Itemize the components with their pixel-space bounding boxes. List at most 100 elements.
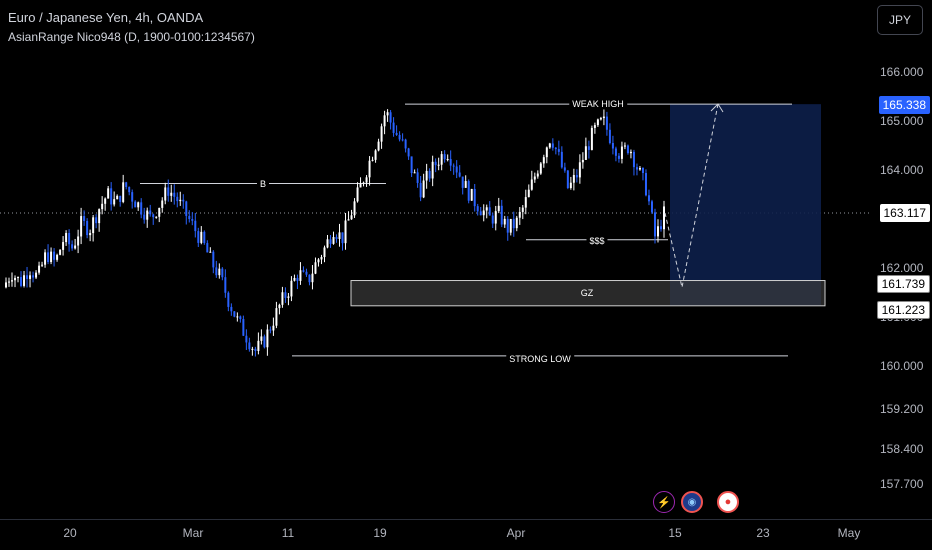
candle-up	[50, 251, 53, 263]
candle-up	[146, 210, 149, 220]
candle-down	[167, 187, 170, 196]
candle-up	[509, 218, 512, 233]
candle-up	[164, 187, 167, 201]
candle-up	[59, 249, 62, 255]
candle-up	[89, 233, 92, 236]
candle-down	[254, 348, 257, 351]
candle-down	[455, 166, 458, 173]
x-tick-label: May	[837, 526, 861, 540]
record-icon[interactable]: ●	[717, 491, 739, 513]
candle-up	[515, 217, 518, 229]
candle-up	[527, 189, 530, 198]
candle-down	[395, 132, 398, 135]
candle-up	[524, 197, 527, 208]
candle-up	[287, 296, 290, 298]
candle-up	[413, 172, 416, 174]
candle-down	[557, 149, 560, 152]
candle-up	[104, 198, 107, 204]
candle-down	[239, 316, 242, 320]
candle-up	[663, 206, 665, 230]
candle-down	[419, 182, 422, 198]
candle-up	[344, 220, 347, 244]
candle-up	[545, 147, 548, 158]
currency-button[interactable]: JPY	[877, 5, 923, 35]
indicator-legend[interactable]: AsianRange Nico948 (D, 1900-0100:1234567…	[8, 30, 255, 44]
candle-up	[533, 176, 536, 180]
candle-up	[503, 218, 506, 225]
candle-up	[116, 195, 119, 200]
candle-down	[188, 215, 191, 220]
candle-up	[209, 251, 212, 253]
candle-up	[470, 188, 473, 201]
candle-down	[407, 148, 410, 157]
candle-up	[539, 163, 542, 174]
candle-up	[98, 209, 101, 224]
y-tick-label: 165.000	[880, 113, 924, 128]
candle-up	[29, 275, 32, 279]
candle-up	[113, 199, 116, 205]
price-tag-current: 163.117	[879, 204, 930, 222]
candle-up	[497, 205, 500, 212]
candle-down	[341, 232, 344, 244]
candle-up	[158, 207, 161, 217]
candle-down	[476, 206, 479, 212]
y-tick-label: 158.400	[880, 442, 924, 456]
candle-down	[410, 156, 413, 173]
candle-down	[401, 139, 404, 141]
candle-down	[185, 201, 188, 216]
candle-down	[128, 186, 131, 193]
lightning-icon[interactable]: ⚡	[653, 491, 675, 513]
candle-up	[623, 145, 626, 147]
candle-down	[644, 173, 647, 196]
globe-icon[interactable]: ◉	[681, 491, 703, 513]
candle-up	[446, 159, 449, 161]
candle-up	[218, 268, 221, 276]
candle-up	[161, 200, 164, 208]
candle-up	[314, 262, 317, 274]
candle-up	[425, 170, 428, 181]
candle-up	[359, 183, 362, 188]
candle-down	[614, 148, 617, 156]
x-tick-label: Mar	[182, 526, 204, 540]
candle-down	[587, 146, 590, 150]
candle-down	[245, 335, 248, 343]
candle-up	[578, 162, 581, 178]
candle-down	[473, 188, 476, 207]
candle-down	[242, 319, 245, 336]
candle-up	[365, 177, 368, 183]
candle-down	[143, 214, 146, 220]
candle-down	[551, 143, 554, 148]
candle-up	[638, 167, 641, 170]
candle-down	[206, 243, 209, 253]
candle-up	[170, 192, 173, 196]
candle-up	[629, 151, 632, 154]
candle-down	[398, 134, 401, 140]
candle-up	[542, 157, 545, 164]
candle-up	[353, 201, 356, 216]
candle-up	[350, 215, 353, 220]
candle-layer	[5, 109, 665, 357]
candle-up	[11, 280, 14, 282]
candle-down	[443, 154, 446, 160]
candle-up	[356, 187, 359, 202]
chart-title: Euro / Japanese Yen, 4h, OANDA	[8, 10, 204, 25]
candle-up	[380, 126, 383, 142]
candle-down	[617, 155, 620, 159]
candle-up	[5, 282, 8, 288]
candle-down	[335, 237, 338, 239]
candle-down	[611, 142, 614, 149]
candle-down	[284, 292, 287, 298]
candle-down	[134, 201, 137, 208]
y-tick-label: 164.000	[880, 162, 924, 177]
candle-up	[431, 161, 434, 179]
candle-up	[347, 219, 350, 221]
projection-box	[670, 104, 821, 306]
candle-down	[20, 277, 23, 286]
candle-down	[305, 271, 308, 275]
candle-down	[329, 239, 332, 244]
candle-down	[650, 201, 653, 213]
candle-down	[194, 220, 197, 232]
candle-up	[281, 292, 284, 305]
price-chart[interactable]	[0, 0, 932, 520]
candle-up	[311, 273, 314, 283]
